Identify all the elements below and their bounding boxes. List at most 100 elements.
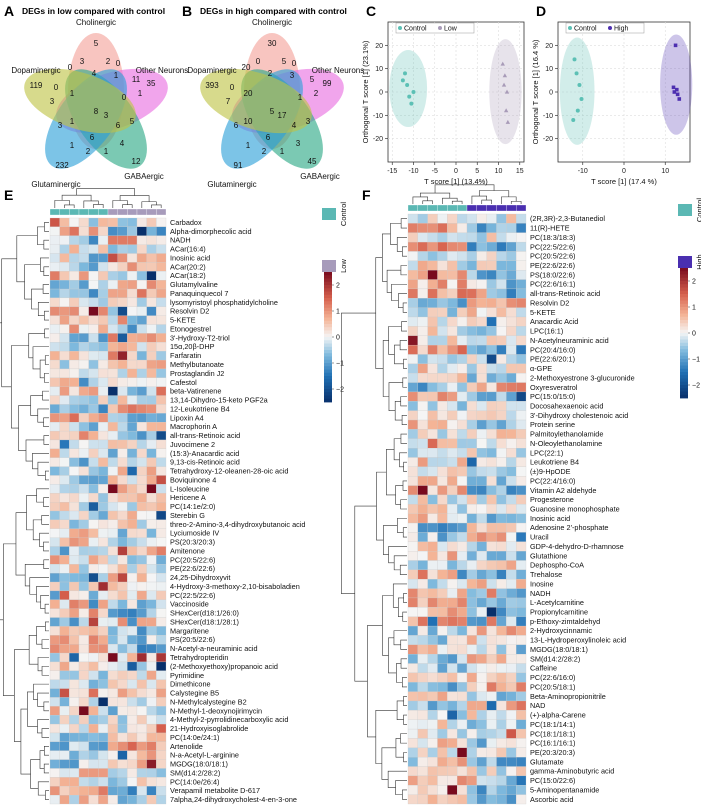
heatmap-f-cell	[407, 579, 418, 589]
heatmap-f-cell	[496, 569, 507, 580]
venn-a-count: 1	[104, 147, 109, 156]
heatmap-f-cell	[496, 326, 507, 336]
heatmap-f-cell	[457, 476, 468, 486]
heatmap-e-cell	[69, 697, 80, 707]
heatmap-f-colorbar-segment	[680, 320, 688, 324]
heatmap-f-row-dendrogram-branch	[397, 518, 407, 533]
heatmap-f-cell	[466, 775, 477, 786]
heatmap-e-cell	[156, 484, 167, 494]
heatmap-e-cell	[156, 448, 167, 458]
heatmap-e-cell	[146, 786, 157, 796]
heatmap-e-cell	[88, 794, 99, 805]
heatmap-e-cell	[78, 262, 89, 272]
heatmap-e-cell	[78, 226, 89, 236]
heatmap-f-cell	[417, 579, 428, 589]
heatmap-e-cell	[59, 351, 70, 361]
heatmap-f-cell	[506, 485, 517, 496]
heatmap-f-cell	[407, 419, 418, 430]
heatmap-f-cell	[437, 316, 448, 327]
heatmap-f-cell	[516, 560, 527, 570]
heatmap-e-row-label: L-Isoleucine	[170, 484, 209, 493]
heatmap-e-cell	[156, 422, 167, 432]
heatmap-f-cell	[457, 326, 468, 336]
heatmap-e-cell	[127, 590, 138, 600]
heatmap-f-cell	[466, 279, 477, 290]
heatmap-f-row-dendrogram-branch	[400, 733, 407, 744]
heatmap-e-cell	[49, 590, 60, 600]
heatmap-f-cell	[506, 391, 517, 402]
heatmap-f-row-label: Guanosine monophosphate	[530, 505, 620, 514]
heatmap-e-cell	[107, 315, 118, 325]
heatmap-f-row-dendrogram-branch	[388, 637, 397, 674]
heatmap-f-cell	[407, 279, 418, 290]
heatmap-f-cell	[457, 738, 468, 748]
panel-label-b: B	[182, 3, 192, 19]
heatmap-f-cell	[476, 757, 487, 767]
heatmap-e-cell	[136, 546, 147, 556]
heatmap-f-cell	[496, 410, 507, 421]
heatmap-e-cell	[136, 777, 147, 787]
heatmap-f-row-dendrogram-branch	[400, 499, 407, 510]
heatmap-f-cell	[417, 541, 428, 552]
heatmap-e-row-dendrogram-branch	[45, 621, 49, 632]
heatmap-f-cell	[496, 298, 507, 308]
heatmap-e-group-bar-cell	[136, 208, 147, 216]
heatmap-e-cell	[49, 581, 60, 592]
heatmap-e-cell	[107, 519, 118, 529]
heatmap-f-cell	[447, 316, 458, 327]
heatmap-f-cell	[407, 747, 418, 758]
heatmap-f-cell	[466, 476, 477, 486]
heatmap-e-cell	[69, 422, 80, 432]
heatmap-f-cell	[457, 213, 468, 224]
heatmap-f: (2R,3R)-2,3-Butanediol11(R)-HETEPC(18:3/…	[341, 184, 701, 805]
heatmap-f-cell	[457, 429, 468, 439]
heatmap-e-cell	[88, 501, 99, 512]
heatmap-f-cell	[427, 429, 438, 439]
heatmap-e-cell	[88, 715, 99, 725]
heatmap-e-cell	[59, 315, 70, 325]
heatmap-e-cell	[69, 573, 80, 583]
venn-a-count: 4	[120, 139, 125, 148]
heatmap-f-row-dendrogram-branch	[387, 770, 407, 788]
heatmap-e-cell	[69, 510, 80, 521]
heatmap-e-cell	[78, 564, 89, 574]
heatmap-f-cell	[427, 597, 438, 608]
heatmap-f-colorbar-segment	[680, 290, 688, 295]
heatmap-e-cell	[49, 750, 60, 760]
heatmap-e-cell	[59, 652, 70, 663]
heatmap-f-cell	[427, 476, 438, 486]
heatmap-f-cell	[496, 401, 507, 411]
heatmap-f-colorbar-segment	[680, 336, 688, 340]
heatmap-f-row-label: Vitamin A2 aldehyde	[530, 486, 596, 495]
heatmap-e-cell	[127, 555, 138, 565]
heatmap-e-cell	[107, 590, 118, 600]
heatmap-f-cell	[486, 279, 497, 290]
heatmap-f-cell	[437, 541, 448, 552]
heatmap-f-cell	[476, 466, 487, 477]
heatmap-e-row-label: PC(14:0e/26:4)	[170, 777, 220, 786]
heatmap-f-row-label: PC(15:0/15:0)	[530, 392, 575, 401]
heatmap-e-cell	[136, 333, 147, 343]
heatmap-e-cell	[88, 555, 99, 565]
heatmap-f-cell	[486, 504, 497, 514]
heatmap-e-cell	[107, 661, 118, 671]
heatmap-f-cell	[427, 794, 438, 805]
heatmap-e-cell	[107, 777, 118, 787]
heatmap-e-cell	[146, 537, 157, 547]
heatmap-f-cell	[486, 476, 497, 486]
heatmap-f-row-dendrogram-branch	[376, 471, 387, 541]
heatmap-f-cell	[457, 794, 468, 805]
heatmap-e-cell	[88, 732, 99, 742]
heatmap-e-cell	[69, 439, 80, 449]
heatmap-f-cell	[417, 504, 428, 514]
heatmap-f-cell	[516, 448, 527, 458]
heatmap-e-cell	[69, 359, 80, 370]
heatmap-f-row-dendrogram-branch	[396, 700, 404, 721]
heatmap-e-cell	[127, 528, 138, 538]
heatmap-e-cell	[156, 652, 167, 663]
heatmap-f-cell	[457, 382, 468, 393]
heatmap-e-row-dendrogram-branch	[45, 470, 49, 481]
heatmap-f-cell	[516, 541, 527, 552]
heatmap-e-cell	[127, 351, 138, 361]
